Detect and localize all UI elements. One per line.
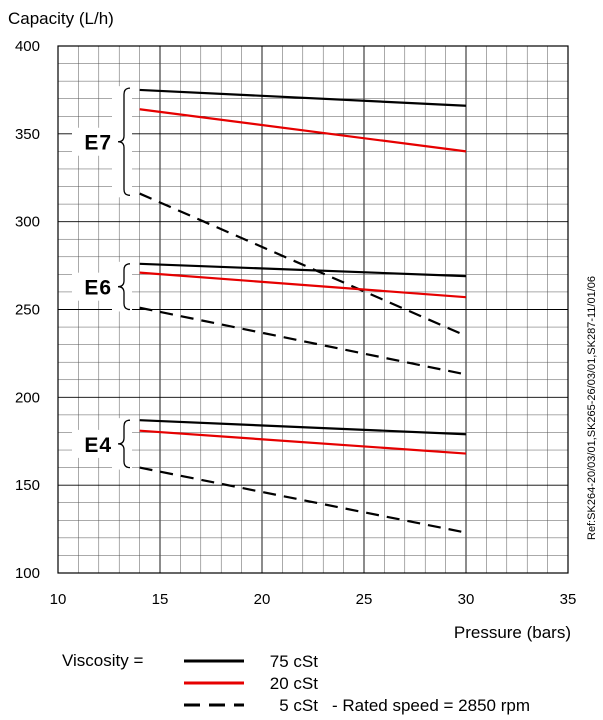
- group-label-e4: E4: [84, 434, 112, 457]
- series-e6-75cst: [139, 262, 467, 278]
- group-labels: E7 E6 E4: [72, 86, 132, 470]
- series-e7-75cst: [139, 88, 467, 107]
- group-label-background: [72, 272, 114, 301]
- series-e4-5cst: [139, 466, 467, 534]
- series-e7-5cst: [139, 192, 467, 337]
- series-e7-20cst: [139, 108, 467, 153]
- y-tick-label: 400: [15, 38, 40, 55]
- legend: Viscosity = 75 cSt 20 cSt 5 cSt - Rated spe…: [62, 651, 530, 715]
- x-tick-label: 30: [458, 591, 475, 608]
- x-tick-label: 20: [254, 591, 271, 608]
- legend-label-75cst: 75 cSt: [270, 652, 318, 671]
- y-tick-label: 300: [15, 214, 40, 231]
- y-tick-label: 200: [15, 389, 40, 406]
- bracket-background: [112, 418, 132, 470]
- series-e4-75cst: [139, 419, 467, 436]
- series-lines: [139, 88, 467, 534]
- group-label-background: [72, 429, 114, 458]
- y-axis-title: Capacity (L/h): [8, 9, 114, 28]
- x-tick-label: 25: [356, 591, 373, 608]
- y-tick-label: 250: [15, 302, 40, 319]
- legend-label-20cst: 20 cSt: [270, 674, 318, 693]
- grid: [57, 45, 569, 574]
- bracket-e6: [117, 263, 131, 311]
- x-tick-label: 15: [152, 591, 169, 608]
- axes: [57, 45, 569, 574]
- bracket-background: [112, 86, 132, 198]
- legend-title: Viscosity =: [62, 651, 143, 670]
- legend-label-5cst: 5 cSt: [279, 696, 318, 715]
- x-tick-label: 10: [50, 591, 67, 608]
- legend-rated-speed-note: - Rated speed = 2850 rpm: [332, 696, 530, 715]
- group-label-e7: E7: [84, 132, 112, 155]
- bracket-e4: [117, 419, 131, 469]
- plot-frame: [57, 45, 569, 574]
- y-tick-label: 100: [15, 565, 40, 582]
- group-label-e6: E6: [84, 277, 112, 300]
- tick-labels: 10 15 20 25 30 35 100 150 200 250 300 350 400: [15, 38, 576, 608]
- x-axis-title: Pressure (bars): [454, 623, 571, 642]
- series-e6-5cst: [139, 306, 467, 376]
- side-reference-note: Ref:SK264-20/03/01,SK265-26/03/01,SK287-…: [586, 276, 598, 540]
- x-tick-label: 35: [560, 591, 577, 608]
- bracket-background: [112, 261, 132, 312]
- group-label-background: [72, 127, 114, 156]
- y-tick-label: 150: [15, 477, 40, 494]
- series-e4-20cst: [139, 429, 467, 455]
- series-e6-20cst: [139, 271, 467, 299]
- y-tick-label: 350: [15, 126, 40, 143]
- bracket-e7: [117, 87, 131, 196]
